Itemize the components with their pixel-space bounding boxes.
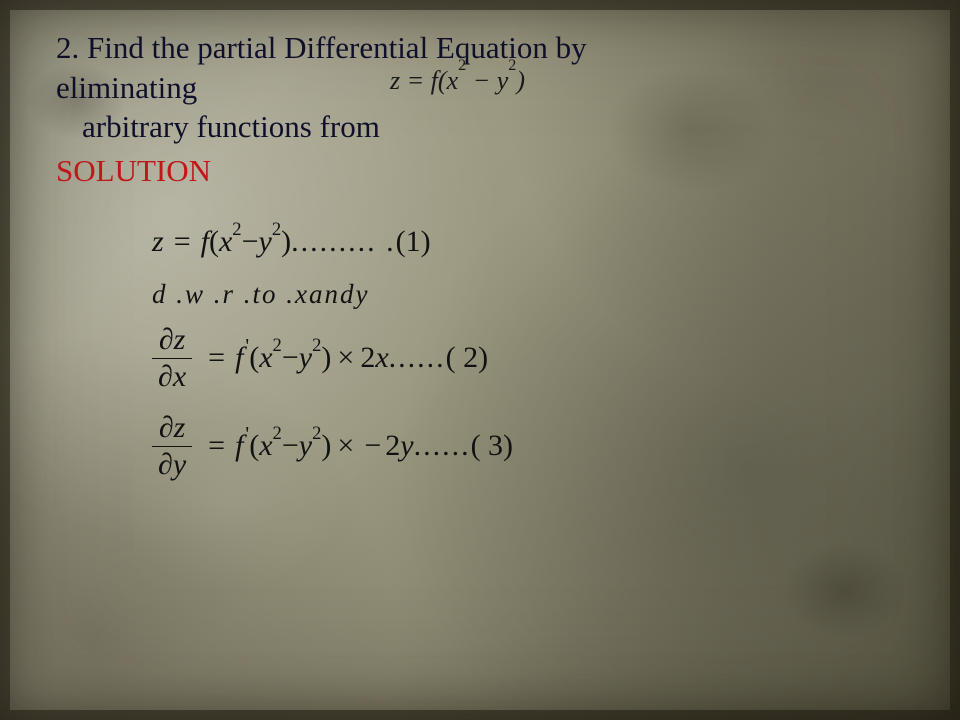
equation-1: z = f(x2 − y2)......... .(1)	[152, 225, 904, 259]
partial-dz-dx: ∂z ∂x	[152, 324, 192, 392]
differentiation-note: d .w .r .to .xandy	[152, 279, 904, 310]
partial-dz-dy: ∂z ∂y	[152, 412, 192, 480]
solution-workings: z = f(x2 − y2)......... .(1) d .w .r .to…	[152, 225, 904, 480]
slide-content: 2. Find the partial Differential Equatio…	[0, 0, 960, 480]
question-line-3: arbitrary functions from	[56, 107, 904, 147]
solution-heading: SOLUTION	[56, 153, 904, 189]
equation-2: ∂z ∂x = f'(x2 − y2)×2x......( 2)	[152, 324, 904, 392]
question-inline-equation: z = f(x2 − y2)	[390, 66, 525, 96]
equation-3: ∂z ∂y = f'(x2 − y2)×−2y......( 3)	[152, 412, 904, 480]
